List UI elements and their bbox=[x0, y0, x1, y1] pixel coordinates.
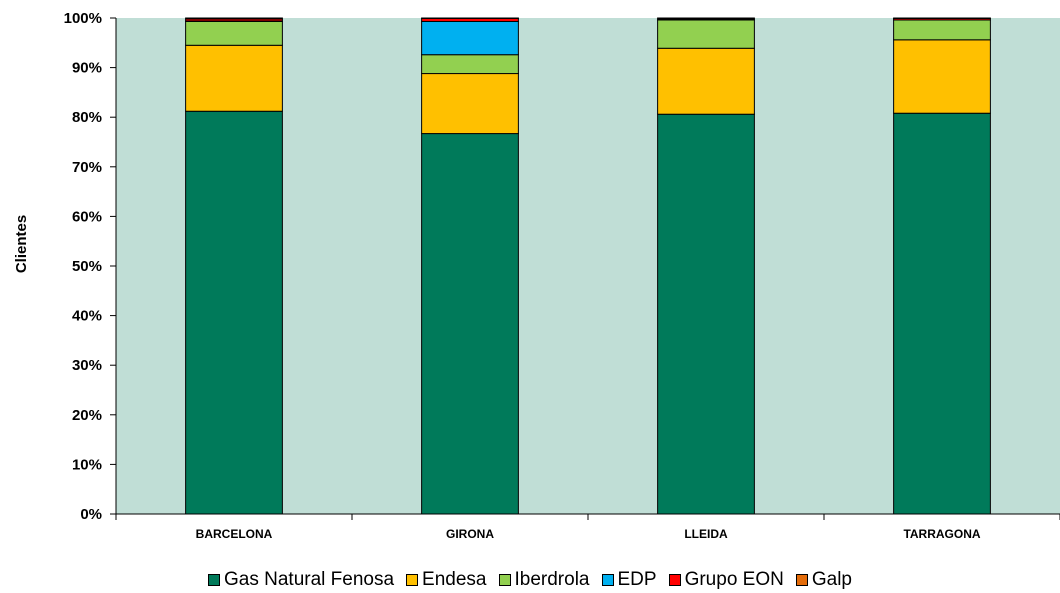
legend-label: Galp bbox=[811, 569, 852, 590]
bar-segment bbox=[893, 39, 991, 114]
legend-label: EDP bbox=[617, 569, 657, 590]
bar-segment bbox=[185, 17, 283, 20]
y-tick-label: 50% bbox=[72, 258, 102, 275]
y-axis-label: Clientes bbox=[13, 215, 30, 273]
legend-item: Grupo EON bbox=[668, 569, 784, 591]
bar-segment bbox=[657, 113, 755, 515]
bar-segment bbox=[185, 20, 283, 46]
bar-segment bbox=[893, 19, 991, 41]
x-tick-label: LLEIDA bbox=[684, 527, 728, 541]
bar-segment bbox=[421, 20, 519, 56]
legend-swatch bbox=[795, 574, 808, 586]
y-tick-label: 30% bbox=[72, 357, 102, 374]
bar-segment bbox=[657, 47, 755, 115]
bar-segment bbox=[185, 44, 283, 112]
bar-segment bbox=[657, 19, 755, 49]
legend-swatch bbox=[601, 574, 614, 586]
y-tick-label: 100% bbox=[64, 10, 102, 27]
bar-segment bbox=[421, 54, 519, 75]
y-tick-label: 90% bbox=[72, 60, 102, 77]
legend-label: Gas Natural Fenosa bbox=[224, 569, 395, 590]
legend-item: EDP bbox=[601, 569, 657, 591]
x-axis: BARCELONA GIRONA LLEIDA TARRAGONA bbox=[115, 513, 1060, 541]
bar-segment bbox=[421, 73, 519, 135]
x-tick-label: GIRONA bbox=[446, 527, 494, 541]
legend-swatch bbox=[208, 574, 221, 586]
x-tick-label: TARRAGONA bbox=[903, 527, 980, 541]
y-tick-label: 40% bbox=[72, 308, 102, 325]
y-axis: 0% 10% 20% 30% 40% 50% 60% 70% 80% 90% 100% bbox=[64, 10, 117, 523]
y-tick-label: 10% bbox=[72, 456, 102, 473]
legend-item: Iberdrola bbox=[498, 569, 590, 591]
legend-item: Gas Natural Fenosa bbox=[208, 569, 394, 591]
bar-segment bbox=[185, 110, 283, 515]
legend-item: Endesa bbox=[406, 569, 487, 591]
bar-segment bbox=[657, 17, 755, 20]
legend-item: Galp bbox=[795, 569, 852, 591]
y-tick-label: 60% bbox=[72, 208, 102, 225]
y-tick-label: 70% bbox=[72, 159, 102, 176]
bars bbox=[185, 17, 991, 515]
x-tick-label: BARCELONA bbox=[196, 527, 273, 541]
bar-segment bbox=[893, 112, 991, 515]
legend-label: Grupo EON bbox=[684, 569, 784, 590]
y-tick-label: 20% bbox=[72, 407, 102, 424]
legend-label: Iberdrola bbox=[514, 569, 590, 590]
legend-swatch bbox=[668, 574, 681, 586]
bar-segment bbox=[421, 133, 519, 515]
legend: Gas Natural Fenosa Endesa Iberdrola EDP Grup… bbox=[0, 568, 1060, 592]
y-tick-label: 0% bbox=[80, 506, 102, 523]
y-tick-label: 80% bbox=[72, 109, 102, 126]
legend-swatch bbox=[498, 574, 511, 586]
legend-swatch bbox=[406, 574, 419, 586]
legend-label: Endesa bbox=[422, 569, 487, 590]
